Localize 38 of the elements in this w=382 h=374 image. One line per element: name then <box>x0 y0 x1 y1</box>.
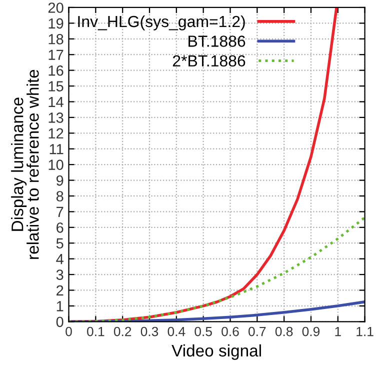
x-tick-label: 0 <box>66 326 72 336</box>
y-tick-label: 14 <box>48 96 64 108</box>
y-tick-label: 4 <box>56 254 64 264</box>
y-tick-label: 10 <box>48 160 64 170</box>
y-tick-label: 8 <box>56 191 64 202</box>
y-tick-label: 9 <box>56 175 64 186</box>
legend-label: Inv_HLG(sys_gam=1.2) <box>78 15 245 30</box>
y-tick-label: 16 <box>48 65 64 76</box>
x-tick-label: 0.4 <box>168 326 186 336</box>
x-tick-label: 0.3 <box>140 326 158 336</box>
x-tick-label: 1.1 <box>356 326 374 336</box>
x-tick-label: 0.8 <box>275 326 293 336</box>
y-tick-label: 7 <box>56 206 64 217</box>
x-tick-label: 0.2 <box>114 326 132 336</box>
x-tick-label: 0.5 <box>194 326 212 336</box>
y-axis-title: Display luminance relative to reference white <box>11 70 39 259</box>
y-tick-label: 1 <box>56 301 64 312</box>
y-tick-label: 18 <box>48 34 64 44</box>
y-tick-label: 11 <box>50 144 64 154</box>
x-tick-label: 0.1 <box>87 326 104 336</box>
x-tick-label: 0.6 <box>222 326 239 336</box>
y-tick-label: 13 <box>48 112 64 123</box>
x-tick-label: 0.9 <box>302 326 320 336</box>
y-tick-label: 2 <box>56 285 64 296</box>
x-tick-label: 0.7 <box>248 326 266 336</box>
y-tick-label: 15 <box>48 81 64 92</box>
y-tick-label: 3 <box>56 270 64 280</box>
legend-label: 2*BT.1886 <box>172 55 246 67</box>
y-tick-label: 20 <box>48 2 64 13</box>
y-tick-label: 0 <box>56 316 64 328</box>
legend-label: BT.1886 <box>188 36 246 47</box>
y-tick-label: 5 <box>56 238 64 249</box>
y-tick-label: 19 <box>48 18 64 29</box>
x-tick-label: 1 <box>335 326 341 336</box>
x-axis-title: Video signal <box>172 344 261 360</box>
y-tick-label: 17 <box>48 50 64 60</box>
y-tick-label: 6 <box>56 222 64 233</box>
y-tick-label: 12 <box>48 128 64 138</box>
